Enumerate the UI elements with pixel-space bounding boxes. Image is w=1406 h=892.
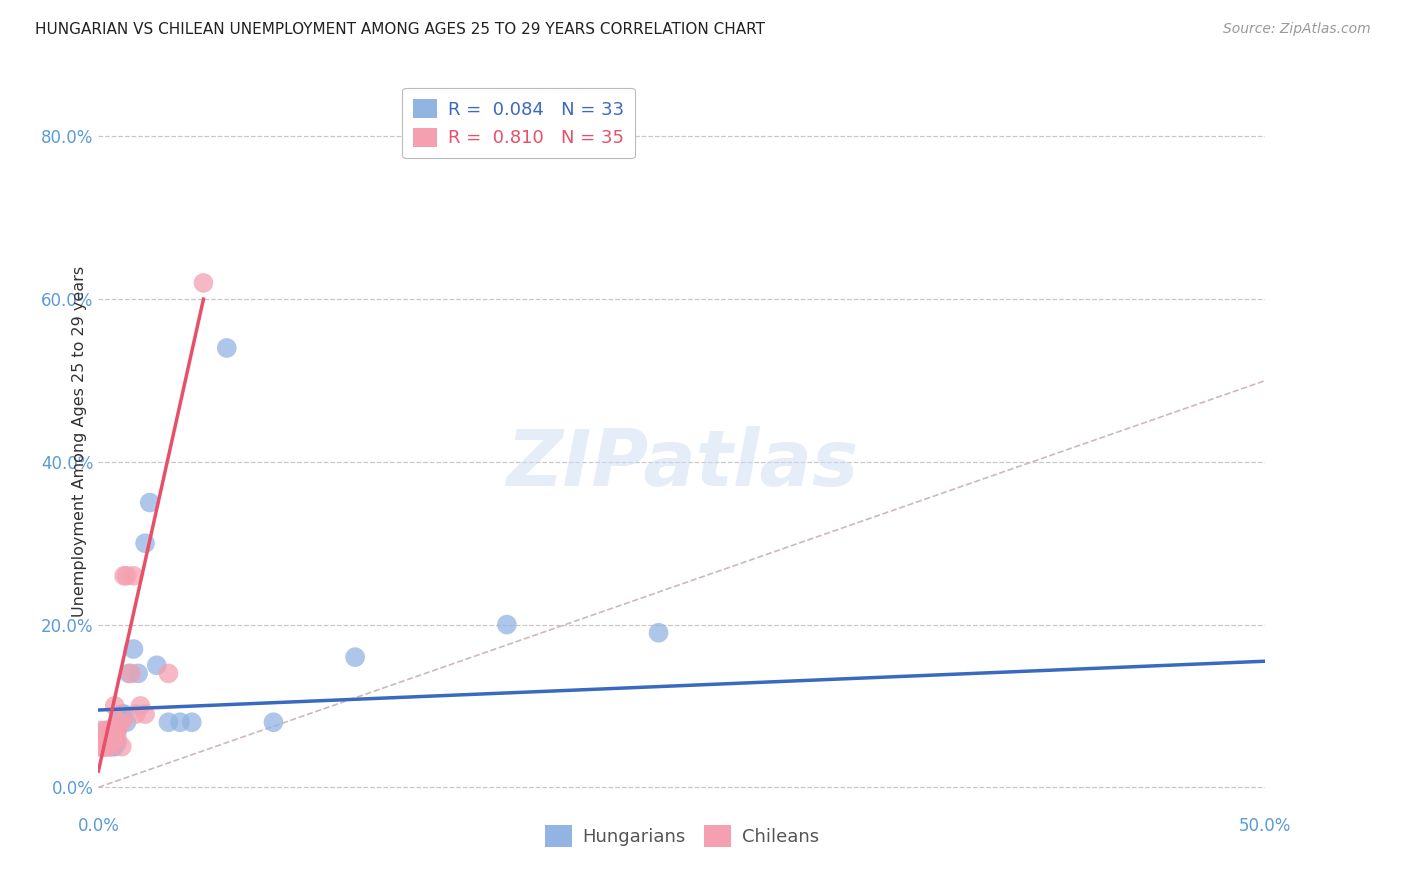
Point bbox=[101, 731, 124, 746]
Text: ZIPatlas: ZIPatlas bbox=[506, 425, 858, 502]
Point bbox=[90, 739, 112, 754]
Y-axis label: Unemployment Among Ages 25 to 29 years: Unemployment Among Ages 25 to 29 years bbox=[72, 266, 87, 617]
Point bbox=[111, 707, 134, 722]
Point bbox=[215, 341, 238, 355]
Point bbox=[111, 739, 134, 754]
Point bbox=[120, 666, 142, 681]
Point bbox=[101, 731, 124, 746]
Text: Source: ZipAtlas.com: Source: ZipAtlas.com bbox=[1223, 22, 1371, 37]
Point bbox=[91, 739, 114, 754]
Point bbox=[91, 731, 114, 746]
Point bbox=[125, 707, 148, 722]
Point bbox=[105, 723, 128, 738]
Point bbox=[115, 568, 138, 582]
Point bbox=[193, 276, 215, 290]
Point bbox=[134, 707, 156, 722]
Point bbox=[98, 731, 121, 746]
Text: HUNGARIAN VS CHILEAN UNEMPLOYMENT AMONG AGES 25 TO 29 YEARS CORRELATION CHART: HUNGARIAN VS CHILEAN UNEMPLOYMENT AMONG … bbox=[35, 22, 765, 37]
Point bbox=[157, 715, 180, 730]
Point bbox=[127, 666, 149, 681]
Point bbox=[115, 715, 138, 730]
Point bbox=[112, 568, 135, 582]
Point bbox=[262, 715, 284, 730]
Point bbox=[169, 715, 191, 730]
Point bbox=[87, 739, 110, 754]
Point bbox=[146, 658, 169, 673]
Point bbox=[91, 731, 114, 746]
Point bbox=[344, 650, 367, 665]
Point bbox=[139, 495, 162, 509]
Point bbox=[122, 642, 145, 657]
Point bbox=[91, 739, 114, 754]
Point bbox=[87, 731, 110, 746]
Point bbox=[94, 723, 117, 738]
Point bbox=[108, 715, 131, 730]
Point bbox=[90, 731, 112, 746]
Point bbox=[94, 739, 117, 754]
Point bbox=[104, 739, 127, 754]
Point bbox=[98, 739, 121, 754]
Point bbox=[98, 739, 121, 754]
Point bbox=[98, 723, 121, 738]
Point bbox=[97, 731, 120, 746]
Point bbox=[91, 739, 114, 754]
Point bbox=[122, 568, 145, 582]
Point bbox=[105, 723, 128, 738]
Point bbox=[94, 731, 117, 746]
Point bbox=[647, 625, 669, 640]
Point bbox=[111, 715, 134, 730]
Point bbox=[496, 617, 519, 632]
Point bbox=[104, 731, 127, 746]
Point bbox=[104, 731, 127, 746]
Point bbox=[134, 536, 156, 550]
Point bbox=[105, 731, 128, 746]
Point bbox=[108, 715, 131, 730]
Point bbox=[94, 739, 117, 754]
Point bbox=[112, 707, 135, 722]
Point bbox=[101, 739, 124, 754]
Point bbox=[90, 723, 112, 738]
Point bbox=[180, 715, 202, 730]
Point bbox=[94, 731, 117, 746]
Point bbox=[97, 739, 120, 754]
Point bbox=[157, 666, 180, 681]
Point bbox=[118, 666, 141, 681]
Point bbox=[129, 698, 152, 713]
Point bbox=[90, 739, 112, 754]
Point bbox=[97, 723, 120, 738]
Point bbox=[104, 698, 127, 713]
Legend: Hungarians, Chileans: Hungarians, Chileans bbox=[537, 818, 827, 855]
Point bbox=[94, 739, 117, 754]
Point bbox=[98, 731, 121, 746]
Point bbox=[90, 731, 112, 746]
Point bbox=[105, 735, 128, 749]
Point bbox=[90, 739, 112, 754]
